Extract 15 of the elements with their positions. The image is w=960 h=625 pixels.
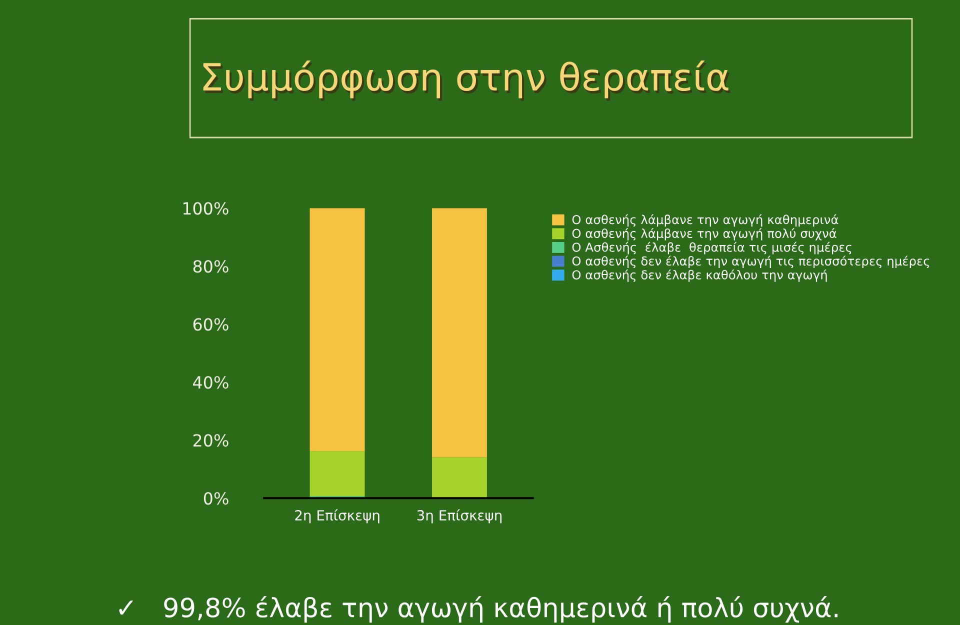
chart-title: Συμμόρφωση στην θεραπεία xyxy=(205,62,730,101)
y-tick-label: 40% xyxy=(193,376,228,389)
x-tick-label: 3η Επίσκεψη xyxy=(417,509,502,524)
text: ✓ 99,8% έλαβε την αγωγή καθημερινά ή πολύ συχνά. xyxy=(119,596,838,623)
y-tick-label: 20% xyxy=(193,434,228,447)
y-tick-label: 100% xyxy=(183,202,228,215)
legend-label: Ο ασθενής λάμβανε την αγωγή καθημερινά xyxy=(572,214,838,227)
legend-label: Ο ασθενής λάμβανε την αγωγή πολύ συχνά xyxy=(572,228,836,240)
y-tick-label: 0% xyxy=(204,492,228,505)
y-tick-label: 80% xyxy=(193,260,228,273)
legend-label: Ο Ασθενής έλαβε θεραπεία τις μισές ημέρες xyxy=(572,242,852,254)
x-tick-label: 2η Επίσκεψη xyxy=(295,509,380,524)
y-tick-label: 60% xyxy=(193,318,228,331)
legend-label: Ο ασθενής δεν έλαβε την αγωγή τις περισσότερες ημέρες xyxy=(572,256,930,268)
legend-label: Ο ασθενής δεν έλαβε καθόλου την αγωγή xyxy=(572,270,827,282)
